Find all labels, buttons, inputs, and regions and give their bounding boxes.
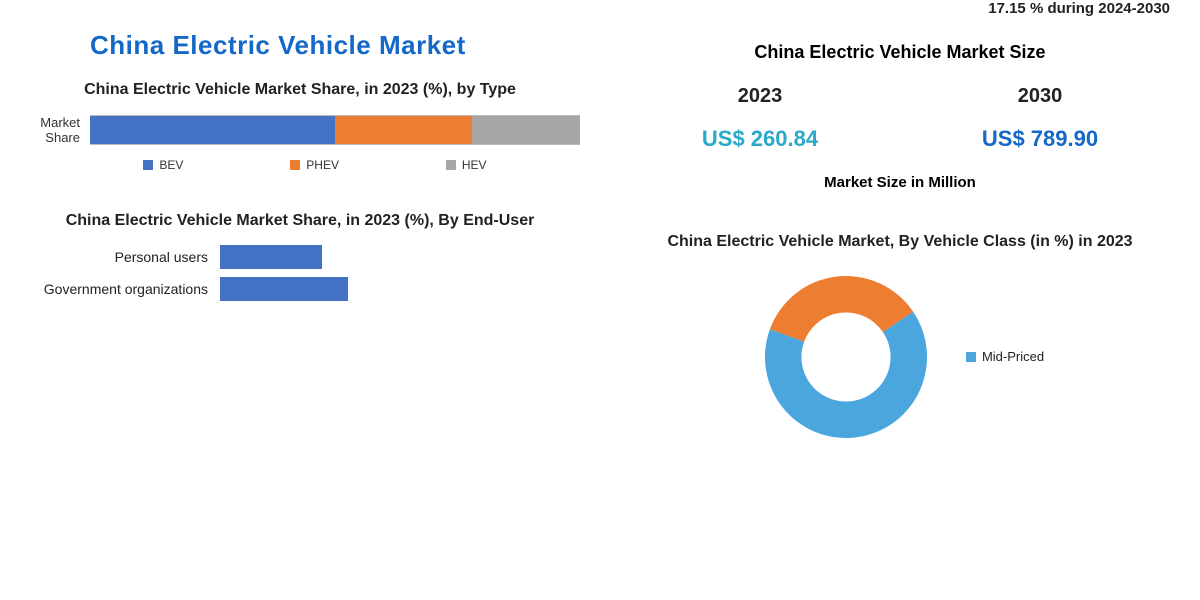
vehicle-class-title: China Electric Vehicle Market, By Vehicl… [620,231,1180,253]
market-size-values: US$ 260.84 US$ 789.90 [620,126,1180,152]
type-chart: China Electric Vehicle Market Share, in … [20,79,580,172]
type-chart-legend: BEV PHEV HEV [90,158,540,172]
enduser-bars: Personal users Government organizations [20,245,580,301]
legend-swatch [143,160,153,170]
right-column: China Electric Vehicle Market Size 2023 … [600,0,1200,600]
value-b: US$ 789.90 [982,126,1098,152]
legend-item: HEV [446,158,487,172]
type-chart-row: Market Share [20,115,580,146]
legend-swatch [966,352,976,362]
enduser-bar [220,245,322,269]
enduser-row: Government organizations [20,277,580,301]
enduser-chart: China Electric Vehicle Market Share, in … [20,210,580,302]
type-chart-title: China Electric Vehicle Market Share, in … [20,79,580,101]
enduser-row: Personal users [20,245,580,269]
stacked-segment [472,116,580,144]
legend-swatch [446,160,456,170]
left-column: China Electric Vehicle Market China Elec… [0,0,600,600]
legend-label: BEV [159,158,183,172]
legend-item: BEV [143,158,183,172]
legend-label: HEV [462,158,487,172]
year-a: 2023 [738,85,783,108]
enduser-label: Government organizations [20,281,220,297]
donut [756,267,936,447]
year-b: 2030 [1018,85,1063,108]
donut-legend-label: Mid-Priced [982,349,1044,364]
donut-wrap: Mid-Priced [620,267,1180,447]
donut-legend-item: Mid-Priced [966,349,1044,364]
enduser-bar [220,277,348,301]
vehicle-class-chart: China Electric Vehicle Market, By Vehicl… [620,231,1180,447]
stacked-segment [90,116,335,144]
page-title: China Electric Vehicle Market [90,30,580,61]
legend-swatch [290,160,300,170]
type-chart-ylabel: Market Share [20,115,90,146]
legend-label: PHEV [306,158,339,172]
enduser-chart-title: China Electric Vehicle Market Share, in … [20,210,580,232]
market-size-years: 2023 2030 [620,85,1180,108]
stacked-bar [90,115,580,145]
enduser-label: Personal users [20,249,220,265]
donut-legend: Mid-Priced [966,345,1044,368]
value-a: US$ 260.84 [702,126,818,152]
stacked-segment [335,116,472,144]
market-size-title: China Electric Vehicle Market Size [620,42,1180,63]
legend-item: PHEV [290,158,339,172]
market-size-caption: Market Size in Million [620,174,1180,191]
page: China Electric Vehicle Market China Elec… [0,0,1200,600]
